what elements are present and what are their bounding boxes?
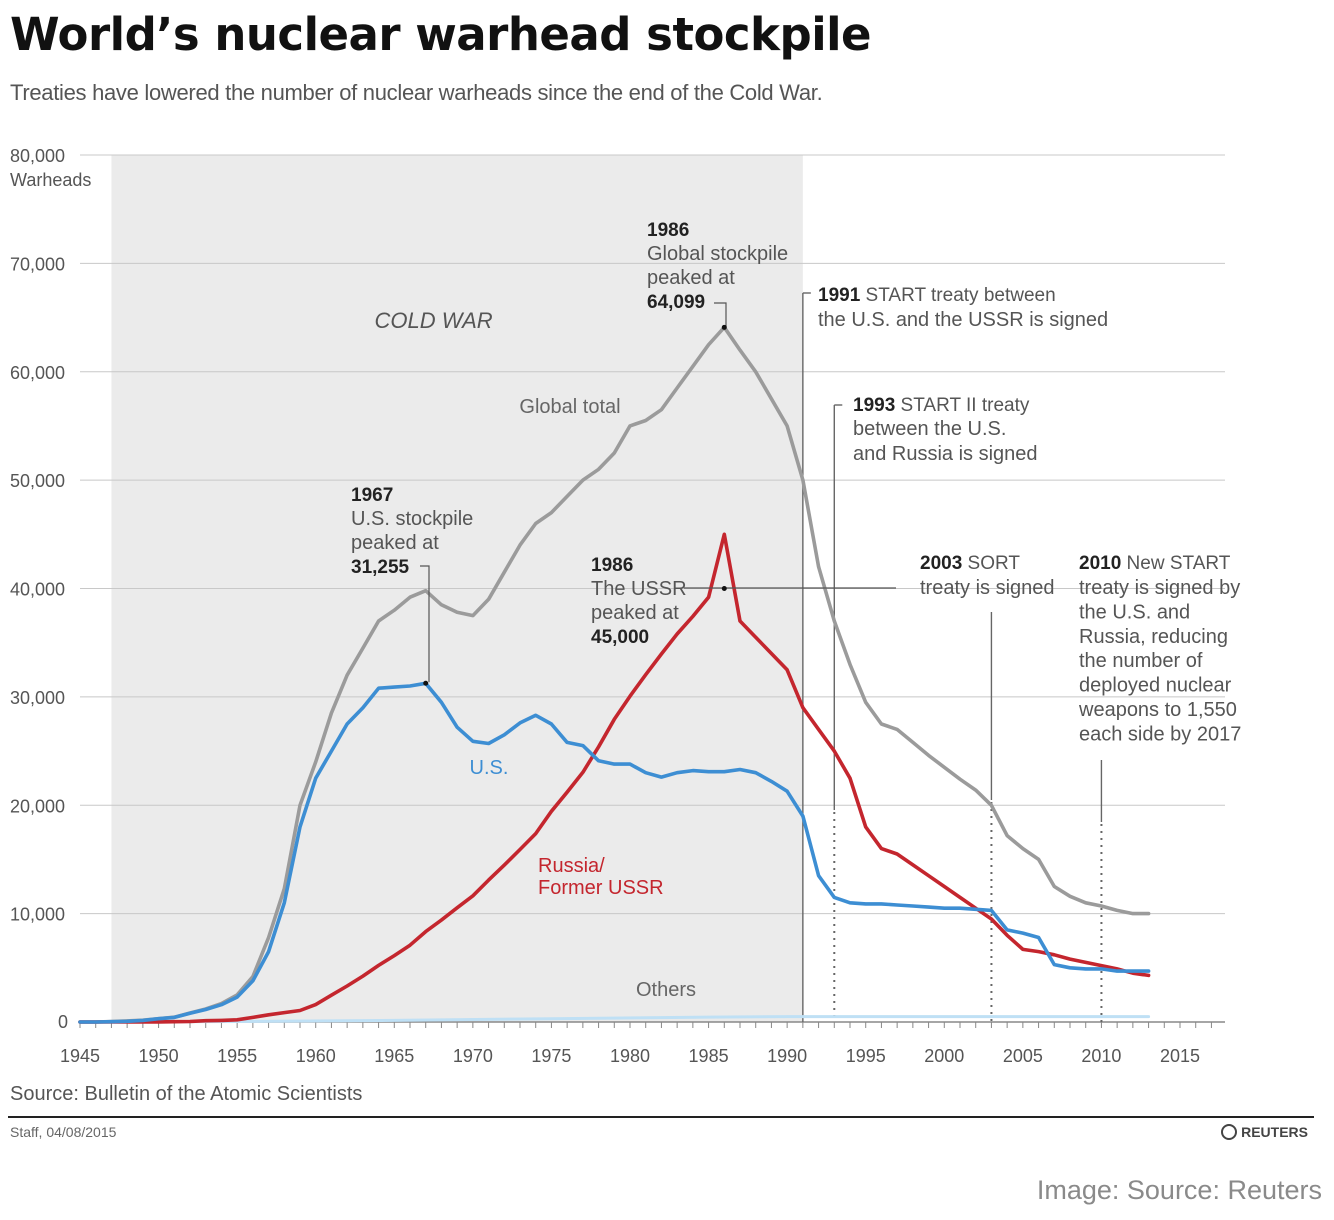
ussr-peak-text-2: peaked at (591, 602, 679, 624)
russia-label-line1: Russia/ (538, 855, 605, 877)
x-tick-label: 1985 (689, 1046, 729, 1066)
source-note: Source: Bulletin of the Atomic Scientist… (10, 1083, 363, 1105)
x-tick-label: 1950 (139, 1046, 179, 1066)
reuters-brand: REUTERS (1221, 1124, 1308, 1140)
x-tick-label: 1975 (531, 1046, 571, 1066)
treaty-1993-text-3: and Russia is signed (853, 443, 1038, 465)
y-tick-label: 0 (58, 1012, 68, 1032)
us-peak-year: 1967 (351, 485, 393, 506)
global-total-line (78, 325, 1151, 1024)
x-tick-label: 1965 (374, 1046, 414, 1066)
y-tick-label: 60,000 (10, 363, 65, 383)
treaty-2003-text-2: treaty is signed (920, 577, 1055, 599)
others-label: Others (636, 979, 696, 1001)
global-peak-text-2: peaked at (647, 267, 735, 289)
global-peak-year: 1986 (647, 220, 689, 241)
reuters-brand-label: REUTERS (1241, 1124, 1308, 1140)
treaty-2010-text-5: the number of (1079, 650, 1203, 672)
ussr-peak-year: 1986 (591, 555, 633, 576)
treaty-2010-text-3: the U.S. and (1079, 601, 1190, 623)
treaty-2003-text-1: 2003 SORT (920, 553, 1020, 574)
y-tick-label: 20,000 (10, 796, 65, 816)
us-line (78, 681, 1151, 1024)
reuters-logo-icon (1221, 1124, 1238, 1140)
us-peak-text-2: peaked at (351, 532, 439, 554)
russia-line (78, 532, 1151, 1024)
us-peak-value: 31,255 (351, 557, 410, 578)
x-tick-label: 2000 (924, 1046, 964, 1066)
footer-divider (8, 1116, 1314, 1118)
treaty-1993-text-1: 1993 START II treaty (853, 395, 1030, 416)
treaty-2010-text-7: weapons to 1,550 (1078, 699, 1237, 721)
y-tick-label: 40,000 (10, 580, 65, 600)
treaty-2010-text-2: treaty is signed by (1079, 577, 1240, 599)
x-tick-label: 1995 (846, 1046, 886, 1066)
russia-label-line2: Former USSR (538, 877, 664, 899)
ussr-peak-text-1: The USSR (591, 578, 687, 600)
x-tick-label: 1945 (60, 1046, 100, 1066)
x-tick-label: 2005 (1003, 1046, 1043, 1066)
x-tick-label: 2010 (1081, 1046, 1121, 1066)
page-subtitle: Treaties have lowered the number of nucl… (10, 80, 823, 105)
treaty-2010-text-1: 2010 New START (1079, 553, 1231, 574)
y-tick-label: 30,000 (10, 688, 65, 708)
x-tick-label: 1970 (453, 1046, 493, 1066)
y-tick-label: 50,000 (10, 471, 65, 491)
global-total-label: Global total (519, 396, 620, 418)
x-tick-label: 1955 (217, 1046, 257, 1066)
global-peak-dot (721, 324, 727, 330)
treaty-2010-text-8: each side by 2017 (1079, 723, 1241, 745)
us-peak-leader (420, 565, 430, 683)
cold-war-label: COLD WAR (374, 308, 492, 333)
line-chart: COLD WAR 0 10,000 20,000 30,000 40,000 50,000 6… (10, 146, 1241, 1066)
treaty-1993-text-2: between the U.S. (853, 418, 1006, 440)
y-tick-label: 10,000 (10, 905, 65, 925)
staff-date: Staff, 04/08/2015 (10, 1124, 117, 1140)
global-peak-leader (714, 302, 727, 327)
x-tick-label: 1960 (296, 1046, 336, 1066)
us-label: U.S. (470, 757, 509, 779)
treaty-1991-text-2: the U.S. and the USSR is signed (818, 309, 1108, 331)
image-credit: Image: Source: Reuters (1036, 1175, 1322, 1205)
x-tick-label: 2015 (1160, 1046, 1200, 1066)
us-peak-dot (423, 680, 429, 686)
treaty-2010-text-4: Russia, reducing (1079, 626, 1228, 648)
page-title: World’s nuclear warhead stockpile (10, 8, 872, 61)
ussr-peak-value: 45,000 (591, 627, 649, 648)
x-tick-label: 1990 (767, 1046, 807, 1066)
y-tick-label: 80,000 (10, 146, 65, 166)
global-peak-text-1: Global stockpile (647, 243, 788, 265)
treaty-1991-text-1: 1991 START treaty between (818, 285, 1056, 306)
y-axis-unit-label: Warheads (10, 170, 91, 190)
others-line (78, 1015, 1151, 1024)
x-tick-label: 1980 (610, 1046, 650, 1066)
us-peak-text-1: U.S. stockpile (351, 508, 473, 530)
y-tick-label: 70,000 (10, 254, 65, 274)
ussr-peak-dot (721, 586, 727, 591)
global-peak-value: 64,099 (647, 292, 705, 313)
treaty-2010-text-6: deployed nuclear (1079, 675, 1232, 697)
